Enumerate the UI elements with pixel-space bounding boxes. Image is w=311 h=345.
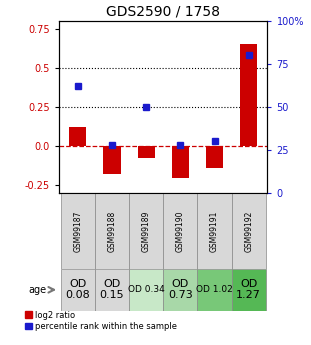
Bar (138, 146, 155, 158)
Text: age: age (28, 285, 46, 295)
Bar (163, 269, 197, 310)
Bar (240, 44, 257, 146)
Text: GSM99191: GSM99191 (210, 210, 219, 252)
Bar (104, 146, 121, 174)
Text: OD 0.34: OD 0.34 (128, 285, 165, 294)
Text: GSM99192: GSM99192 (244, 210, 253, 252)
Bar (129, 269, 163, 310)
Bar (232, 193, 266, 269)
Bar (95, 269, 129, 310)
Bar (163, 193, 197, 269)
Text: OD
0.08: OD 0.08 (66, 279, 90, 300)
Text: OD
1.27: OD 1.27 (236, 279, 261, 300)
Text: GSM99190: GSM99190 (176, 210, 185, 252)
Text: OD
0.15: OD 0.15 (100, 279, 124, 300)
Text: GSM99187: GSM99187 (73, 210, 82, 252)
Bar (197, 269, 232, 310)
Text: GSM99188: GSM99188 (108, 210, 117, 252)
Bar (129, 193, 163, 269)
Legend: log2 ratio, percentile rank within the sample: log2 ratio, percentile rank within the s… (25, 310, 177, 331)
Bar (61, 193, 95, 269)
Title: GDS2590 / 1758: GDS2590 / 1758 (106, 4, 220, 18)
Text: OD 1.02: OD 1.02 (196, 285, 233, 294)
Text: GSM99189: GSM99189 (142, 210, 151, 252)
Bar (61, 269, 95, 310)
Bar (172, 146, 189, 178)
Bar (69, 127, 86, 146)
Bar (95, 193, 129, 269)
Text: OD
0.73: OD 0.73 (168, 279, 193, 300)
Bar (197, 193, 232, 269)
Bar (206, 146, 223, 168)
Bar (232, 269, 266, 310)
